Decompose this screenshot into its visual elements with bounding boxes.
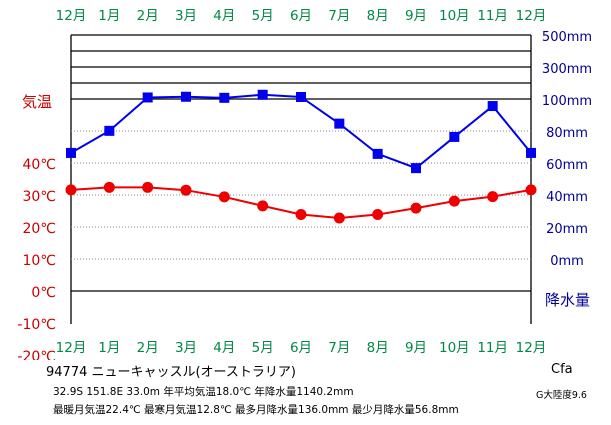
temperature-point — [372, 209, 384, 221]
month-label-bottom: 6月 — [290, 340, 312, 356]
precipitation-point — [66, 147, 76, 158]
climate-class: Cfa — [551, 362, 573, 377]
precipitation-point — [526, 147, 536, 158]
left-axis-ticks: 40℃ 30℃ 20℃ 10℃ 0℃ -10℃ -20℃ — [17, 157, 56, 360]
continentality: G大陸度9.6 — [536, 390, 587, 401]
month-label-top: 10月 — [439, 8, 470, 24]
left-tick-label: 0℃ — [31, 285, 56, 301]
month-label-bottom: 12月 — [516, 340, 547, 356]
right-axis-label: 降水量 — [545, 291, 590, 309]
month-label-bottom: 11月 — [477, 340, 508, 356]
right-axis-ticks: 500mm 300mm 100mm 80mm 60mm 40mm 20mm 0mm — [542, 30, 592, 269]
month-label-top: 3月 — [175, 8, 197, 24]
left-tick-label: 30℃ — [22, 189, 56, 205]
month-label-bottom: 3月 — [175, 340, 197, 356]
temperature-point — [295, 209, 307, 221]
month-label-top: 12月 — [56, 8, 87, 24]
month-label-top: 2月 — [137, 8, 159, 24]
station-title: 94774 ニューキャッスル(オーストラリア) — [46, 365, 296, 380]
right-tick-label: 40mm — [546, 190, 588, 205]
temperature-point — [180, 184, 192, 196]
precipitation-point — [142, 92, 153, 103]
temperature-point — [410, 202, 422, 214]
month-label-top: 12月 — [516, 8, 547, 24]
precipitation-series — [66, 89, 536, 174]
climate-chart: 12月 1月 2月 3月 4月 5月 6月 7月 8月 9月 10月 11月 12月 12月 1月 2月 3月… — [17, 8, 592, 360]
left-tick-label: -20℃ — [17, 349, 56, 360]
month-label-top: 6月 — [290, 8, 312, 24]
month-label-top: 4月 — [213, 8, 235, 24]
temperature-point — [142, 181, 154, 193]
month-label-top: 8月 — [367, 8, 389, 24]
left-tick-label: -10℃ — [17, 317, 56, 333]
right-tick-label: 60mm — [546, 158, 588, 173]
temperature-point — [65, 184, 77, 196]
precipitation-point — [181, 91, 191, 102]
temperature-point — [487, 191, 499, 203]
station-extremes: 最暖月気温22.4℃ 最寒月気温12.8℃ 最多月降水量136.0mm 最少月降… — [53, 404, 459, 416]
month-label-bottom: 10月 — [439, 340, 470, 356]
left-tick-label: 40℃ — [22, 157, 56, 173]
left-axis-label: 気温 — [22, 93, 52, 111]
left-tick-label: 10℃ — [22, 253, 56, 269]
right-tick-label: 80mm — [546, 126, 588, 141]
precipitation-point — [411, 163, 421, 174]
grid — [70, 34, 532, 324]
month-label-top: 1月 — [98, 8, 120, 24]
month-labels-bottom: 12月 1月 2月 3月 4月 5月 6月 7月 8月 9月 10月 11月 12月 — [56, 340, 547, 356]
right-tick-label: 500mm — [542, 30, 592, 45]
month-label-top: 9月 — [405, 8, 427, 24]
month-label-bottom: 9月 — [405, 340, 427, 356]
temperature-series — [65, 181, 537, 224]
right-tick-label: 0mm — [550, 254, 584, 269]
left-tick-label: 20℃ — [22, 221, 56, 237]
temperature-point — [333, 212, 345, 224]
month-labels-top: 12月 1月 2月 3月 4月 5月 6月 7月 8月 9月 10月 11月 12月 — [56, 8, 547, 24]
right-tick-label: 100mm — [542, 94, 592, 109]
month-label-bottom: 8月 — [367, 340, 389, 356]
temperature-point — [103, 181, 115, 193]
precipitation-point — [372, 148, 383, 159]
right-tick-label: 20mm — [546, 222, 588, 237]
temperature-point — [448, 195, 460, 207]
temperature-point — [525, 184, 537, 196]
month-label-bottom: 2月 — [137, 340, 159, 356]
precipitation-point — [487, 101, 498, 112]
precipitation-point — [257, 89, 268, 100]
precipitation-point — [449, 131, 460, 142]
month-label-top: 5月 — [252, 8, 274, 24]
month-label-bottom: 5月 — [252, 340, 274, 356]
month-label-bottom: 12月 — [56, 340, 87, 356]
precipitation-point — [219, 92, 230, 103]
temperature-point — [218, 191, 230, 203]
station-info: 32.9S 151.8E 33.0m 年平均気温18.0℃ 年降水量1140.2… — [53, 386, 354, 398]
month-label-bottom: 7月 — [328, 340, 350, 356]
month-label-top: 7月 — [328, 8, 350, 24]
month-label-top: 11月 — [477, 8, 508, 24]
precipitation-point — [296, 91, 306, 102]
precipitation-point — [334, 118, 345, 129]
temperature-point — [257, 200, 269, 212]
month-label-bottom: 1月 — [98, 340, 120, 356]
precipitation-point — [104, 125, 115, 136]
month-label-bottom: 4月 — [213, 340, 235, 356]
right-tick-label: 300mm — [542, 62, 592, 77]
